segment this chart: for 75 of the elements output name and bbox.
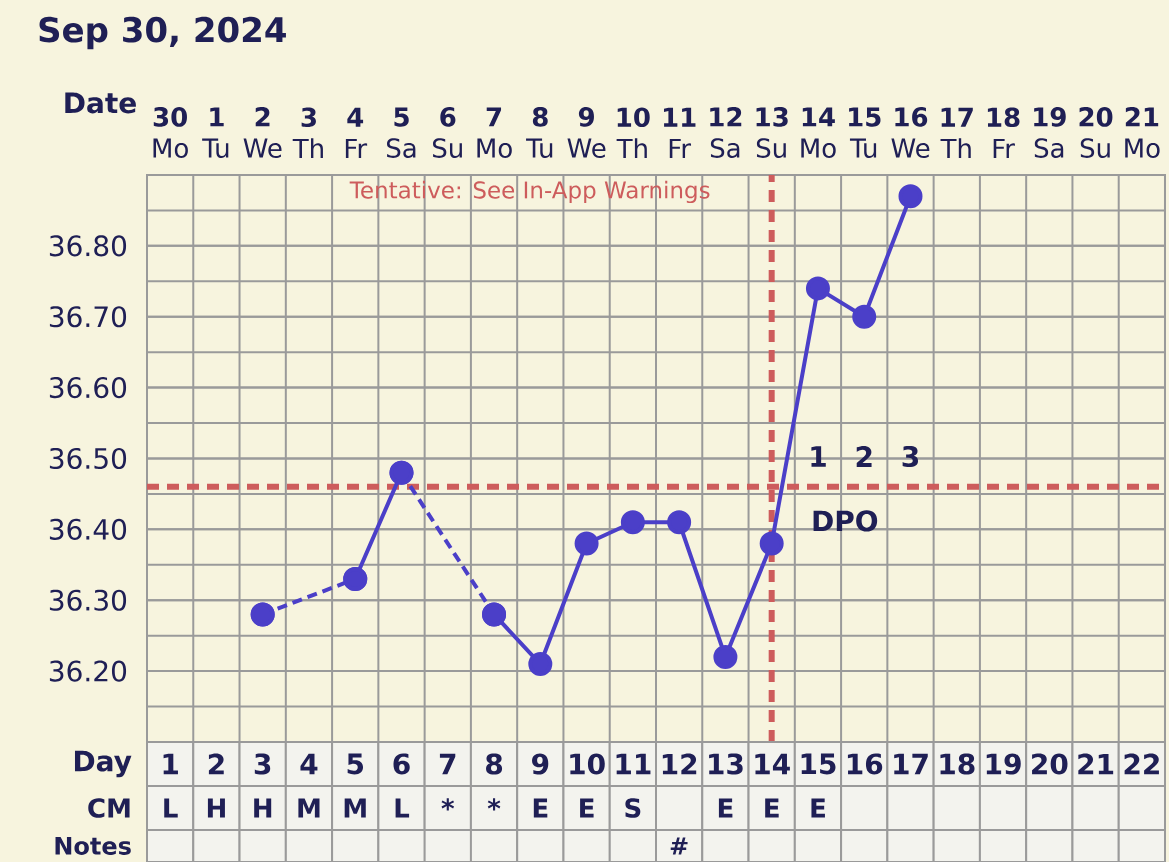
- text: 19: [986, 753, 1021, 775]
- x-tick-label: 13 Su: [756, 107, 788, 158]
- text: M: [344, 798, 366, 818]
- text: L: [395, 798, 410, 818]
- text: E: [580, 798, 594, 818]
- text: 7: [439, 753, 456, 775]
- x-tick-label: 6 Su: [433, 107, 462, 158]
- text: 11: [616, 753, 651, 775]
- text: 18: [940, 753, 975, 775]
- text: 1: [163, 753, 178, 775]
- text: *: [441, 798, 455, 811]
- text: M: [298, 798, 320, 818]
- y-tick-label: 36.70: [49, 306, 127, 328]
- x-tick-label: 5 Sa: [387, 107, 416, 158]
- text: CM: [88, 798, 130, 818]
- text: 12: [662, 753, 697, 775]
- x-tick-label: 12 Sa: [710, 107, 742, 158]
- y-tick-label: 36.80: [49, 235, 127, 257]
- x-tick-label: 16 We: [891, 107, 930, 158]
- text: 21: [1078, 753, 1114, 775]
- x-tick-label: 4 Fr: [345, 107, 368, 158]
- text: 14: [755, 753, 790, 775]
- y-tick-label: 36.40: [49, 518, 127, 540]
- text: S: [625, 798, 641, 818]
- text: E: [718, 798, 733, 818]
- x-tick-label: 9 We: [567, 107, 606, 158]
- text: E: [811, 798, 825, 818]
- text: 10: [570, 753, 605, 775]
- text: Day: [74, 750, 132, 778]
- x-tick-label: 10 Th: [616, 107, 650, 158]
- annotation: 2: [856, 446, 872, 467]
- text: Notes: [55, 837, 131, 855]
- text: 8: [486, 753, 503, 775]
- annotation: DPO: [813, 510, 878, 532]
- text: H: [207, 798, 225, 818]
- text: 2: [208, 753, 224, 775]
- text: 17: [894, 753, 928, 775]
- x-tick-label: 30 Mo: [153, 107, 188, 158]
- x-tick-label: 14 Mo: [801, 107, 836, 158]
- x-tick-label: 15 Tu: [849, 107, 881, 158]
- text: 20: [1032, 753, 1068, 775]
- text: 15: [801, 753, 836, 775]
- text: 4: [300, 753, 318, 775]
- x-tick-label: 2 We: [243, 107, 282, 158]
- x-tick-label: 21 Mo: [1125, 107, 1160, 158]
- text: *: [487, 798, 501, 811]
- annotation: 1: [811, 446, 826, 467]
- x-tick-label: 8 Tu: [526, 107, 553, 158]
- x-tick-label: 3 Th: [292, 107, 323, 158]
- y-tick-label: 36.20: [49, 660, 127, 682]
- text: E: [765, 798, 779, 818]
- x-tick-label: 1 Tu: [202, 107, 229, 158]
- text: 5: [347, 753, 364, 775]
- x-tick-label: 20 Su: [1079, 107, 1113, 158]
- text: 16: [847, 753, 883, 775]
- text: 13: [709, 753, 743, 775]
- text: H: [254, 798, 272, 818]
- y-tick-label: 36.30: [49, 589, 127, 611]
- text: E: [533, 798, 548, 818]
- x-tick-label: 19 Sa: [1034, 107, 1066, 158]
- y-tick-label: 36.60: [49, 377, 127, 399]
- text: #: [670, 837, 688, 855]
- text: 6: [393, 753, 410, 775]
- text: 9: [532, 753, 549, 775]
- y-tick-label: 36.50: [49, 447, 127, 470]
- text: L: [164, 798, 178, 818]
- x-tick-label: 17 Th: [940, 107, 973, 158]
- text: 3: [254, 753, 271, 775]
- annotation: 3: [902, 445, 919, 468]
- chart-title: Sep 30, 2024: [39, 16, 286, 50]
- x-tick-label: 7 Mo: [477, 107, 512, 158]
- x-tick-label: 11 Fr: [663, 107, 696, 158]
- x-axis-title: Date: [65, 92, 136, 114]
- text: 22: [1124, 753, 1159, 775]
- x-tick-label: 18 Fr: [987, 107, 1020, 158]
